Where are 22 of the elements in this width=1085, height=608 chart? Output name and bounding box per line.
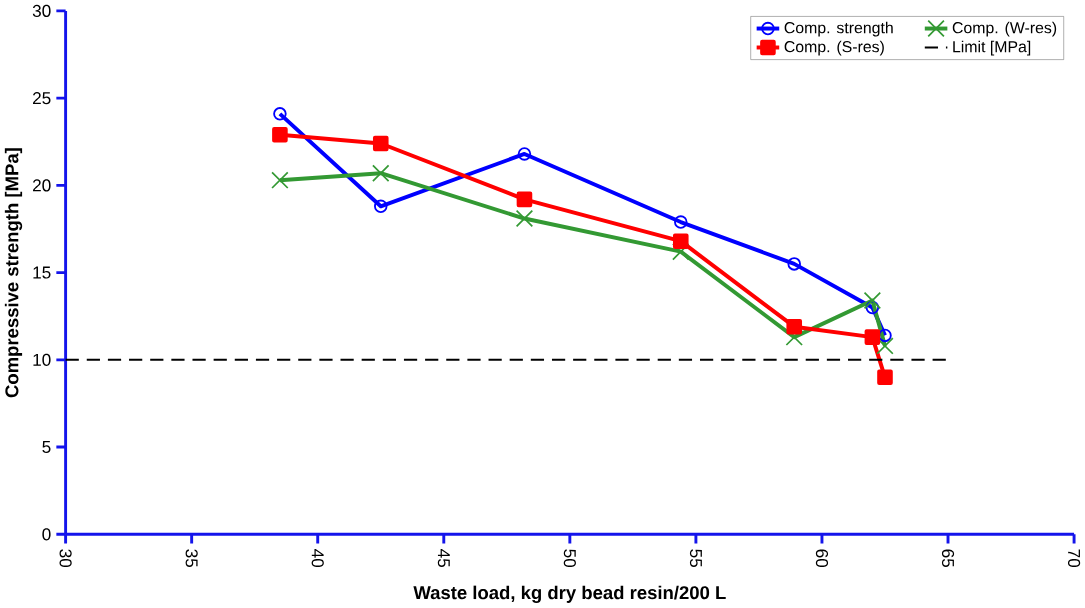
- legend-label: Limit [MPa]: [953, 40, 1031, 56]
- x-tick-label: 45: [437, 549, 450, 568]
- x-tick-label: 60: [815, 549, 829, 568]
- legend-label: Comp. strength: [784, 21, 893, 37]
- y-axis-title: Compressive strength [MPa]: [4, 148, 23, 398]
- y-tick-label: 15: [33, 266, 51, 279]
- x-tick-label: 30: [59, 549, 72, 568]
- x-tick-label: 55: [689, 549, 702, 568]
- x-tick-label: 65: [941, 549, 955, 568]
- legend-label: Comp. (W-res): [952, 21, 1057, 37]
- y-tick-label: 10: [33, 353, 51, 366]
- x-tick-label: 35: [185, 549, 198, 568]
- x-tick-label: 70: [1068, 549, 1081, 568]
- y-tick-label: 25: [33, 92, 51, 105]
- y-tick-label: 20: [33, 179, 51, 192]
- x-tick-label: 40: [311, 549, 324, 568]
- legend-label: Comp. (S-res): [784, 40, 884, 56]
- y-tick-label: 0: [42, 528, 51, 541]
- y-tick-label: 5: [42, 441, 51, 454]
- x-axis-title: Waste load, kg dry bead resin/200 L: [413, 585, 726, 604]
- x-tick-label: 50: [563, 549, 576, 568]
- y-tick-label: 30: [32, 4, 51, 18]
